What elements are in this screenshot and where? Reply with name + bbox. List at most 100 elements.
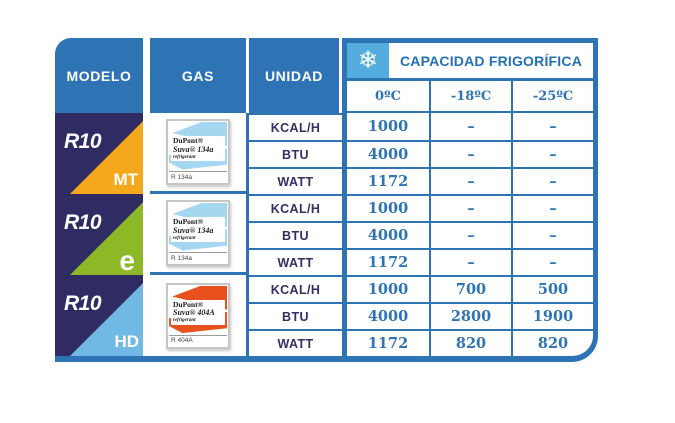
column-header-unidad-label: UNIDAD [264,67,324,84]
value-cell: 1000 [367,281,409,298]
column-divider [143,38,150,362]
gas-product: Suva® 134a [173,225,214,235]
model-cell: R10 e [55,194,143,275]
gas-label-art: DuPont® Suva® 134a refrigerant [169,203,227,252]
unit-cell: WATT [246,167,342,194]
value-row: 4000 2800 1900 [347,302,593,329]
temp-header-0c: 0ºC [375,88,401,104]
value-row: 4000 – – [347,221,593,248]
model-name: R10 [64,292,102,315]
gas-code: R 134a [169,252,227,263]
value-cell: 820 [511,331,593,356]
gas-cell: DuPont® Suva® 134a refrigerant R 134a [150,113,246,194]
value-cell: – [429,250,511,275]
unit-cell: WATT [246,248,342,275]
value-cell: – [511,223,593,248]
gas-label: DuPont® Suva® 134a refrigerant R 134a [166,119,230,185]
gas-label-text: DuPont® Suva® 134a refrigerant [171,217,225,243]
gas-cell: DuPont® Suva® 404A refrigerant R 404A [150,275,246,356]
value-cell: 1900 [511,304,593,329]
modelo-column: MODELO R10 MT R10 e R10 HD [55,38,143,362]
value-row: 1000 – – [347,194,593,221]
model-cell: R10 HD [55,275,143,356]
unit-cell: KCAL/H [246,194,342,221]
unit-cell: BTU [246,302,342,329]
value-cell: – [429,196,511,221]
capacity-values-grid: 1000– –4000– –1172– –1000– –4000– –1172– –1000… [347,113,593,356]
gas-code: R 134a [169,171,227,182]
gas-brand: DuPont® [173,217,204,227]
unit-cells: KCAL/H BTU WATT KCAL/H BTU WATT KCAL/H BTU WATT [246,113,342,356]
gas-subtext: refrigerant [173,318,196,324]
value-cell: 4000 [367,146,409,163]
value-row: 4000 – – [347,140,593,167]
gas-subtext: refrigerant [173,235,196,241]
gas-cell: DuPont® Suva® 134a refrigerant R 134a [150,194,246,275]
model-variant-label: e [119,245,135,275]
gas-product: Suva® 134a [173,144,214,154]
gas-label-text: DuPont® Suva® 404A refrigerant [171,299,225,325]
value-cell: 500 [511,277,593,302]
capacity-title: CAPACIDAD FRIGORÍFICA [399,52,583,69]
value-cell: 1172 [367,173,409,190]
value-cell: 2800 [429,304,511,329]
value-cell: – [511,113,593,140]
value-cell: 1172 [367,254,409,271]
model-variant-label: MT [113,170,138,189]
column-header-gas: GAS [150,38,246,113]
model-name: R10 [64,211,102,234]
value-cell: – [429,223,511,248]
modelo-cells: R10 MT R10 e R10 HD [55,113,143,356]
value-row: 1000 – – [347,113,593,140]
unit-cell: BTU [246,221,342,248]
value-cell: 1172 [367,335,409,352]
value-row: 1000 700 500 [347,275,593,302]
gas-label-art: DuPont® Suva® 134a refrigerant [169,122,227,171]
gas-code: R 404A [169,334,227,346]
value-cell: 4000 [367,308,409,325]
gas-column: GAS DuPont® Suva® 134a refrigerant R 134a Du… [150,38,246,362]
model-variant-label: HD [114,332,139,351]
column-header-modelo-label: MODELO [66,67,132,84]
column-header-gas-label: GAS [181,67,215,84]
unit-cell: KCAL/H [246,113,342,140]
capacity-table: MODELO R10 MT R10 e R10 HD GAS DuPont® Suva® 1… [55,38,598,362]
value-cell: – [429,169,511,194]
value-cell: – [511,196,593,221]
gas-cells: DuPont® Suva® 134a refrigerant R 134a DuPont… [150,113,246,356]
value-cell: – [429,113,511,140]
temperature-header-row: 0ºC -18ºC -25ºC [347,81,593,113]
value-row: 1172 820 820 [347,329,593,356]
value-cell: 1000 [367,118,409,135]
gas-label-text: DuPont® Suva® 134a refrigerant [171,136,225,162]
value-cell: – [511,250,593,275]
value-cell: – [511,169,593,194]
column-header-unidad: UNIDAD [249,38,339,113]
model-name: R10 [64,130,102,153]
capacity-title-bar: ❄ CAPACIDAD FRIGORÍFICA [347,43,593,81]
gas-label-art: DuPont® Suva® 404A refrigerant [169,285,227,335]
value-cell: 700 [429,277,511,302]
snowflake-icon: ❄ [347,43,389,78]
unit-cell: WATT [246,329,342,356]
value-cell: – [511,142,593,167]
value-row: 1172 – – [347,167,593,194]
gas-product: Suva® 404A [173,308,215,318]
capacity-section: ❄ CAPACIDAD FRIGORÍFICA 0ºC -18ºC -25ºC … [342,38,598,362]
unit-cell: BTU [246,140,342,167]
model-cell: R10 MT [55,113,143,194]
unidad-column: UNIDAD KCAL/H BTU WATT KCAL/H BTU WATT KCAL/H B… [246,38,342,362]
value-cell: – [429,142,511,167]
gas-brand: DuPont® [173,136,204,146]
value-cell: 1000 [367,200,409,217]
gas-brand: DuPont® [173,299,204,309]
temp-header-minus25c: -25ºC [511,81,593,111]
gas-label: DuPont® Suva® 134a refrigerant R 134a [166,200,230,266]
gas-subtext: refrigerant [173,154,196,160]
gas-label: DuPont® Suva® 404A refrigerant R 404A [166,282,230,349]
value-cell: 4000 [367,227,409,244]
value-cell: 820 [429,331,511,356]
value-row: 1172 – – [347,248,593,275]
unit-cell: KCAL/H [246,275,342,302]
